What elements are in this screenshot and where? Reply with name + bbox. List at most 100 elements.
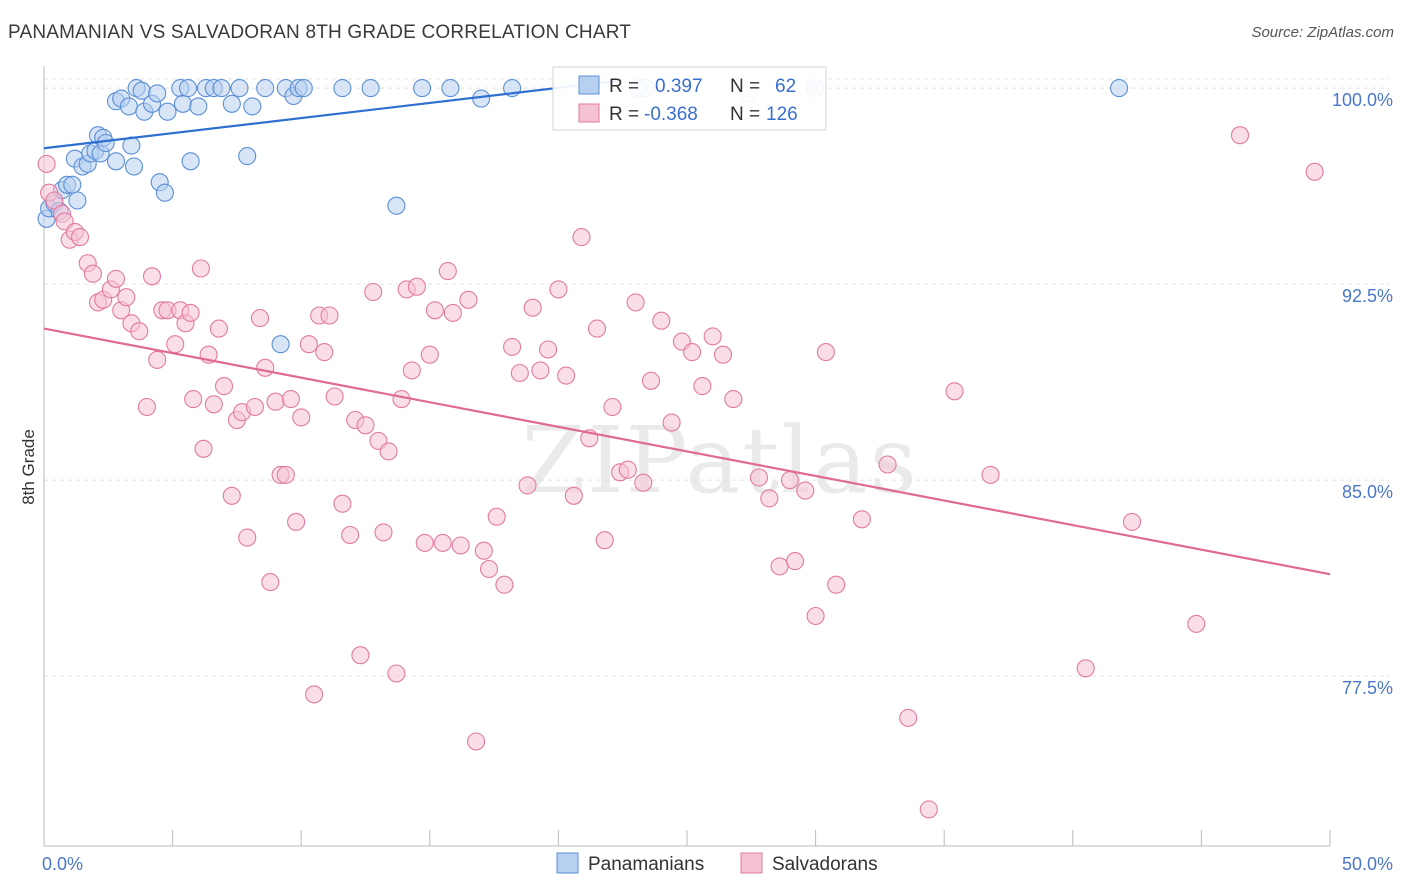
legend-label-panamanians: Panamanians xyxy=(588,854,704,875)
stats-r-label-1: R = xyxy=(609,104,639,125)
salvadoran-point-73 xyxy=(443,303,462,322)
salvadoran-point-128 xyxy=(1305,162,1324,181)
series-salvadorans xyxy=(37,84,1324,819)
salvadoran-point-122 xyxy=(945,382,964,401)
salvadoran-point-110 xyxy=(760,489,779,508)
salvadoran-point-23 xyxy=(166,335,185,354)
source-label: Source: ZipAtlas.com xyxy=(1251,24,1394,41)
panamanian-point-52 xyxy=(413,79,432,98)
salvadoran-point-107 xyxy=(724,390,743,409)
salvadoran-point-74 xyxy=(451,536,470,555)
stats-n-label-1: N = xyxy=(730,104,760,125)
salvadoran-point-40 xyxy=(256,358,275,377)
salvadoran-point-119 xyxy=(878,455,897,474)
salvadoran-point-66 xyxy=(402,361,421,380)
salvadoran-point-86 xyxy=(539,340,558,359)
salvadoran-point-88 xyxy=(557,366,576,385)
salvadoran-point-59 xyxy=(364,282,383,302)
salvadoran-point-90 xyxy=(572,228,591,247)
salvadoran-point-70 xyxy=(425,301,444,320)
salvadoran-point-47 xyxy=(292,408,311,427)
salvadoran-point-55 xyxy=(341,525,360,545)
salvadoran-point-13 xyxy=(106,269,126,288)
salvadoran-point-42 xyxy=(266,392,285,411)
y-tick-label-2: 85.0% xyxy=(1342,482,1393,502)
salvadoran-point-51 xyxy=(315,343,334,362)
legend-swatch-salvadorans xyxy=(740,852,763,874)
salvadoran-point-117 xyxy=(827,575,846,594)
salvadoran-point-83 xyxy=(518,476,537,495)
series-panamanians xyxy=(37,79,1129,354)
salvadoran-point-69 xyxy=(420,345,439,364)
panamanian-point-41 xyxy=(238,147,257,166)
salvadoran-point-113 xyxy=(785,552,805,571)
salvadoran-point-15 xyxy=(117,288,136,307)
salvadoran-point-118 xyxy=(852,510,871,529)
salvadoran-point-71 xyxy=(433,533,452,552)
salvadoran-point-116 xyxy=(816,343,835,362)
panamanian-point-44 xyxy=(271,335,290,354)
legend-label-salvadorans: Salvadorans xyxy=(772,854,878,875)
salvadoran-point-39 xyxy=(250,309,270,328)
salvadoran-point-94 xyxy=(603,397,622,417)
salvadoran-point-28 xyxy=(191,259,210,278)
stats-r-value-0: 0.397 xyxy=(655,76,703,97)
salvadoran-point-92 xyxy=(587,319,607,338)
x-tick-labels: 0.0% 50.0% xyxy=(42,854,1393,874)
panamanian-point-27 xyxy=(148,84,167,103)
panamanian-point-32 xyxy=(173,94,192,113)
panamanian-point-50 xyxy=(361,79,380,98)
salvadoran-point-82 xyxy=(510,363,529,383)
panamanian-point-51 xyxy=(387,196,406,215)
salvadoran-point-33 xyxy=(214,377,234,396)
panamanian-point-29 xyxy=(155,183,174,202)
panamanian-point-43 xyxy=(256,79,275,98)
salvadoran-point-26 xyxy=(181,303,200,322)
salvadoran-point-106 xyxy=(713,345,733,364)
salvadoran-point-20 xyxy=(148,350,167,369)
salvadoran-point-96 xyxy=(618,460,637,479)
salvadoran-point-7 xyxy=(70,228,90,247)
salvadoran-point-80 xyxy=(495,575,514,594)
salvadoran-point-46 xyxy=(287,512,306,531)
salvadoran-point-112 xyxy=(780,471,799,490)
panamanian-point-53 xyxy=(441,79,460,98)
salvadoran-point-17 xyxy=(130,322,149,341)
salvadoran-point-124 xyxy=(1076,659,1095,678)
grid-lines xyxy=(44,78,1390,677)
salvadoran-point-123 xyxy=(981,465,1000,484)
salvadoran-point-18 xyxy=(137,397,156,417)
salvadoran-point-53 xyxy=(325,387,344,406)
salvadoran-point-63 xyxy=(387,664,406,683)
salvadoran-point-67 xyxy=(407,277,426,296)
salvadoran-point-97 xyxy=(626,293,645,312)
salvadoran-point-58 xyxy=(356,416,375,435)
panamanian-point-35 xyxy=(189,97,208,116)
salvadoran-point-32 xyxy=(209,319,228,338)
panamanian-trend-line xyxy=(43,79,623,150)
salvadoran-point-126 xyxy=(1187,614,1206,633)
salvadoran-point-111 xyxy=(770,557,789,576)
legend-swatch-panamanians xyxy=(556,852,579,874)
x-tick-label-1: 50.0% xyxy=(1342,854,1393,874)
panamanian-point-49 xyxy=(333,79,352,98)
panamanian-point-59 xyxy=(1110,79,1129,98)
salvadoran-trend-line xyxy=(43,327,1331,576)
salvadoran-point-76 xyxy=(467,732,486,751)
salvadoran-point-57 xyxy=(351,646,370,665)
salvadoran-point-99 xyxy=(641,371,661,390)
stats-r-value-1: -0.368 xyxy=(644,104,698,125)
stats-r-label-0: R = xyxy=(609,76,639,97)
stats-swatch-salvadorans xyxy=(578,103,600,123)
panamanian-point-39 xyxy=(222,94,241,113)
x-tick-label-0: 0.0% xyxy=(42,854,83,874)
panamanian-point-42 xyxy=(243,97,262,116)
panamanian-point-16 xyxy=(96,133,115,153)
salvadoran-point-120 xyxy=(899,708,918,727)
salvadoran-point-75 xyxy=(459,290,478,309)
salvadoran-point-114 xyxy=(796,481,815,500)
salvadoran-point-27 xyxy=(184,390,203,409)
salvadoran-point-104 xyxy=(693,377,712,396)
watermark: ZIPatlas xyxy=(521,407,918,514)
